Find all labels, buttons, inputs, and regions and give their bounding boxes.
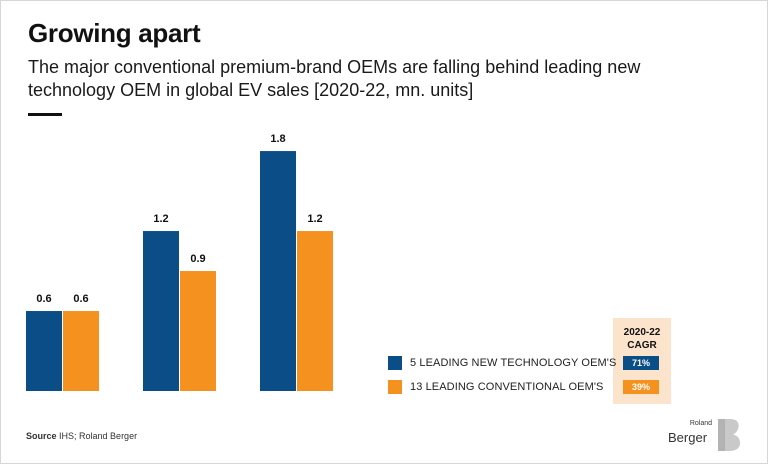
roland-berger-logo: Roland Berger	[668, 418, 742, 452]
title-rule	[28, 113, 62, 116]
bar-value-label-2020-series-2: 0.6	[73, 293, 88, 305]
source-label: Source	[26, 431, 57, 441]
chart-title: Growing apart	[28, 18, 201, 48]
source-note: Source IHS; Roland Berger	[26, 431, 137, 441]
legend-swatch-conventional	[388, 380, 402, 394]
bar-value-label-2021-series-2: 0.9	[190, 253, 205, 265]
legend-label-conventional: 13 LEADING CONVENTIONAL OEM'S	[410, 381, 604, 393]
source-text: IHS; Roland Berger	[59, 431, 138, 441]
bar-value-label-2022-series-2: 1.2	[307, 213, 322, 225]
logo-b-mark	[718, 419, 740, 451]
cagr-heading: 2020-22 CAGR	[613, 326, 671, 352]
legend-item-conventional: 13 LEADING CONVENTIONAL OEM'S	[388, 380, 603, 394]
bar-2022-series-1	[260, 151, 296, 391]
logo-text-big: Berger	[668, 430, 708, 445]
bar-2022-series-2	[297, 231, 333, 391]
bar-2020-series-2	[63, 311, 99, 391]
bar-value-label-2022-series-1: 1.8	[270, 133, 285, 145]
bar-value-label-2020-series-1: 0.6	[36, 293, 51, 305]
bar-value-label-2021-series-1: 1.2	[153, 213, 168, 225]
chart-subtitle: The major conventional premium-brand OEM…	[28, 57, 641, 100]
bar-2021-series-1	[143, 231, 179, 391]
logo-text-small: Roland	[689, 420, 712, 427]
bar-2020-series-1	[26, 311, 62, 391]
cagr-value-new-tech: 71%	[623, 356, 659, 370]
legend-label-new-tech: 5 LEADING NEW TECHNOLOGY OEM'S	[410, 357, 617, 369]
legend-swatch-new-tech	[388, 356, 402, 370]
legend-item-new-tech: 5 LEADING NEW TECHNOLOGY OEM'S	[388, 356, 616, 370]
bar-2021-series-2	[180, 271, 216, 391]
cagr-value-conventional: 39%	[623, 380, 659, 394]
cagr-heading-text: 2020-22 CAGR	[623, 327, 661, 351]
